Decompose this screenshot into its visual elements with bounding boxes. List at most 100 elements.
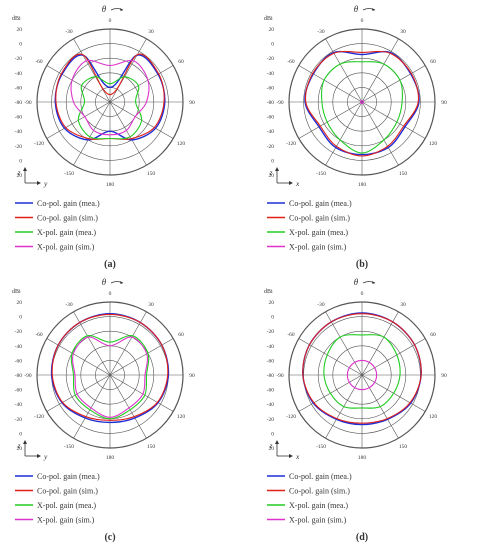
radial-tick-label: -60 — [267, 85, 275, 91]
grid-spoke — [361, 311, 399, 376]
radial-tick-label: 0 — [271, 315, 274, 321]
grid-spoke — [361, 101, 399, 166]
angle-tick-label: -150 — [64, 171, 74, 177]
radial-tick-label: 20 — [269, 300, 275, 306]
radial-tick-label: 0 — [271, 431, 274, 437]
angle-tick-label: -60 — [287, 332, 295, 338]
radial-tick-label: -20 — [267, 56, 275, 62]
theta-arrowhead — [120, 8, 123, 11]
angle-tick-label: -120 — [34, 141, 44, 147]
series-line-4 — [359, 99, 365, 105]
grid-spoke — [325, 311, 363, 376]
panel-label: (c) — [104, 532, 115, 543]
radial-tick-label: 20 — [17, 300, 23, 306]
angle-tick-label: -30 — [317, 302, 325, 308]
radial-tick-label: 20 — [17, 173, 23, 179]
radial-tick-label: -80 — [15, 373, 23, 379]
theta-label: θ — [102, 277, 107, 287]
angle-tick-label: 150 — [147, 444, 156, 450]
angle-tick-label: 60 — [178, 59, 184, 65]
angle-tick-label: 0 — [361, 291, 364, 297]
grid-spoke — [109, 374, 147, 439]
axis-label-z: z — [269, 168, 273, 177]
angle-tick-label: 150 — [147, 171, 156, 177]
series-line-3 — [77, 76, 143, 140]
grid-spoke — [46, 65, 111, 103]
grid-spoke — [298, 101, 363, 139]
axis-label-horizontal: y — [43, 452, 48, 461]
h-axis-arrowhead — [37, 181, 41, 185]
angle-tick-label: 30 — [148, 29, 154, 35]
grid-spoke — [109, 101, 147, 166]
radial-tick-label: -80 — [15, 100, 23, 106]
radial-tick-label: 0 — [19, 158, 22, 164]
z-axis-arrowhead — [23, 167, 27, 171]
angle-tick-label: -90 — [24, 373, 32, 379]
theta-arrowhead — [372, 8, 375, 11]
legend-label: X-pol. gain (sim.) — [289, 516, 347, 525]
grid-spoke — [46, 338, 111, 376]
theta-label: θ — [102, 4, 107, 14]
series-line-4 — [71, 336, 149, 418]
angle-tick-label: 180 — [358, 182, 367, 188]
grid-spoke — [361, 65, 426, 103]
angle-tick-label: -60 — [35, 332, 43, 338]
h-axis-arrowhead — [289, 181, 293, 185]
angle-tick-label: 180 — [106, 182, 115, 188]
series-line-4 — [346, 359, 378, 391]
axis-label-horizontal: y — [43, 179, 48, 188]
angle-tick-label: 60 — [430, 332, 436, 338]
angle-tick-label: -60 — [287, 59, 295, 65]
legend-label: Co-pol. gain (sim.) — [289, 214, 350, 223]
series-line-1 — [302, 312, 422, 426]
legend-label: Co-pol. gain (sim.) — [37, 487, 98, 496]
radial-tick-label: -40 — [267, 344, 275, 350]
grid-spoke — [73, 38, 111, 103]
radial-tick-label: -20 — [15, 144, 23, 150]
polar-panel-2: 0 30 60 90 120 150 180 -30 -60 -90 -120 -150 θ dBi 20 0… — [264, 4, 447, 270]
grid-spoke — [298, 65, 363, 103]
angle-tick-label: -150 — [316, 171, 326, 177]
axis-label-z: z — [269, 441, 273, 450]
legend-label: Co-pol. gain (mea.) — [37, 472, 100, 481]
legend-label: X-pol. gain (mea.) — [37, 501, 96, 510]
radial-unit-label: dBi — [12, 16, 21, 22]
angle-tick-label: 90 — [189, 100, 195, 106]
angle-tick-label: -120 — [34, 414, 44, 420]
legend-label: X-pol. gain (mea.) — [37, 228, 96, 237]
angle-tick-label: -90 — [276, 100, 284, 106]
grid-spoke — [73, 101, 111, 166]
radial-tick-label: -20 — [267, 417, 275, 423]
radial-tick-label: 20 — [269, 173, 275, 179]
h-axis-arrowhead — [37, 454, 41, 458]
grid-spoke — [361, 101, 426, 139]
grid-spoke — [361, 38, 399, 103]
radial-tick-label: 20 — [269, 27, 275, 33]
radial-tick-label: -40 — [267, 129, 275, 135]
series-line-2 — [304, 50, 420, 157]
angle-tick-label: -120 — [286, 141, 296, 147]
panel-label: (a) — [104, 259, 116, 270]
theta-arrowhead — [120, 281, 123, 284]
z-axis-arrowhead — [275, 440, 279, 444]
radial-tick-label: -40 — [15, 129, 23, 135]
radial-tick-label: -40 — [15, 71, 23, 77]
radial-tick-label: -60 — [15, 388, 23, 394]
series-line-2 — [51, 313, 169, 421]
theta-label: θ — [354, 277, 359, 287]
legend-label: Co-pol. gain (mea.) — [289, 472, 352, 481]
radial-tick-label: -20 — [267, 329, 275, 335]
radial-unit-label: dBi — [264, 16, 273, 22]
radial-tick-label: 0 — [271, 42, 274, 48]
radial-tick-label: -20 — [15, 417, 23, 423]
grid-spoke — [298, 338, 363, 376]
grid-spoke — [109, 38, 147, 103]
angle-tick-label: 120 — [429, 141, 438, 147]
series-line-3 — [320, 61, 404, 154]
legend-label: X-pol. gain (sim.) — [37, 516, 95, 525]
panel-label: (b) — [356, 259, 368, 270]
polar-panel-1: 0 30 60 90 120 150 180 -30 -60 -90 -120 -150 θ dBi 20 0… — [12, 4, 195, 270]
series-line-2 — [302, 313, 422, 424]
angle-tick-label: 150 — [399, 171, 408, 177]
